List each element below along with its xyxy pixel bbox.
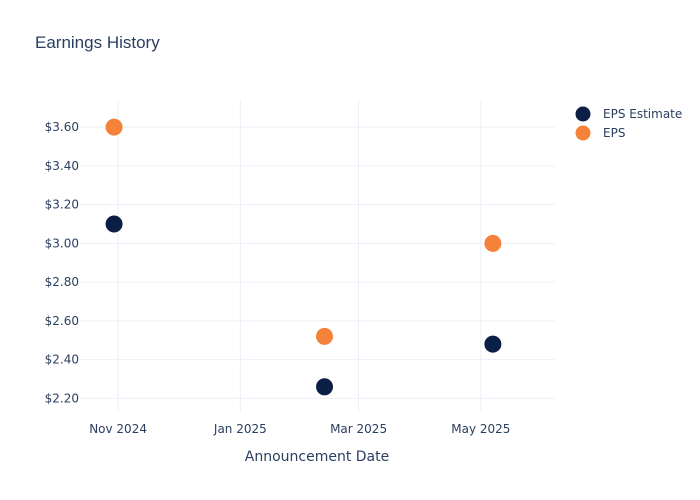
x-tick-label: May 2025 (451, 422, 510, 436)
eps-point[interactable] (483, 233, 503, 253)
x-axis-title: Announcement Date (245, 449, 389, 465)
eps-legend-label[interactable]: EPS (603, 126, 625, 140)
chart-title: Earnings History (35, 33, 160, 52)
y-tick-label: $2.80 (45, 275, 79, 289)
legend: EPS Estimate EPS (574, 105, 682, 142)
eps-estimate-legend-marker[interactable] (574, 105, 592, 123)
data-points (104, 117, 503, 397)
y-tick-label: $3.20 (45, 198, 79, 212)
x-axis-ticks: Nov 2024 Jan 2025 Mar 2025 May 2025 (89, 422, 510, 436)
eps-point[interactable] (104, 117, 124, 137)
y-tick-label: $3.60 (45, 120, 79, 134)
eps-estimate-legend-label[interactable]: EPS Estimate (603, 107, 682, 121)
y-tick-label: $3.00 (45, 236, 79, 250)
grid-lines (80, 100, 555, 412)
eps-point[interactable] (315, 326, 335, 346)
y-tick-label: $2.40 (45, 353, 79, 367)
eps-legend-marker[interactable] (574, 124, 592, 142)
y-tick-label: $2.60 (45, 314, 79, 328)
eps-estimate-point[interactable] (315, 377, 335, 397)
x-tick-label: Mar 2025 (330, 422, 387, 436)
x-tick-label: Jan 2025 (213, 422, 267, 436)
y-axis-ticks: $2.20 $2.40 $2.60 $2.80 $3.00 $3.20 $3.40 $3.60 (45, 120, 79, 405)
y-tick-label: $3.40 (45, 159, 79, 173)
eps-estimate-point[interactable] (483, 334, 503, 354)
y-tick-label: $2.20 (45, 391, 79, 405)
eps-estimate-point[interactable] (104, 214, 124, 234)
x-tick-label: Nov 2024 (89, 422, 147, 436)
